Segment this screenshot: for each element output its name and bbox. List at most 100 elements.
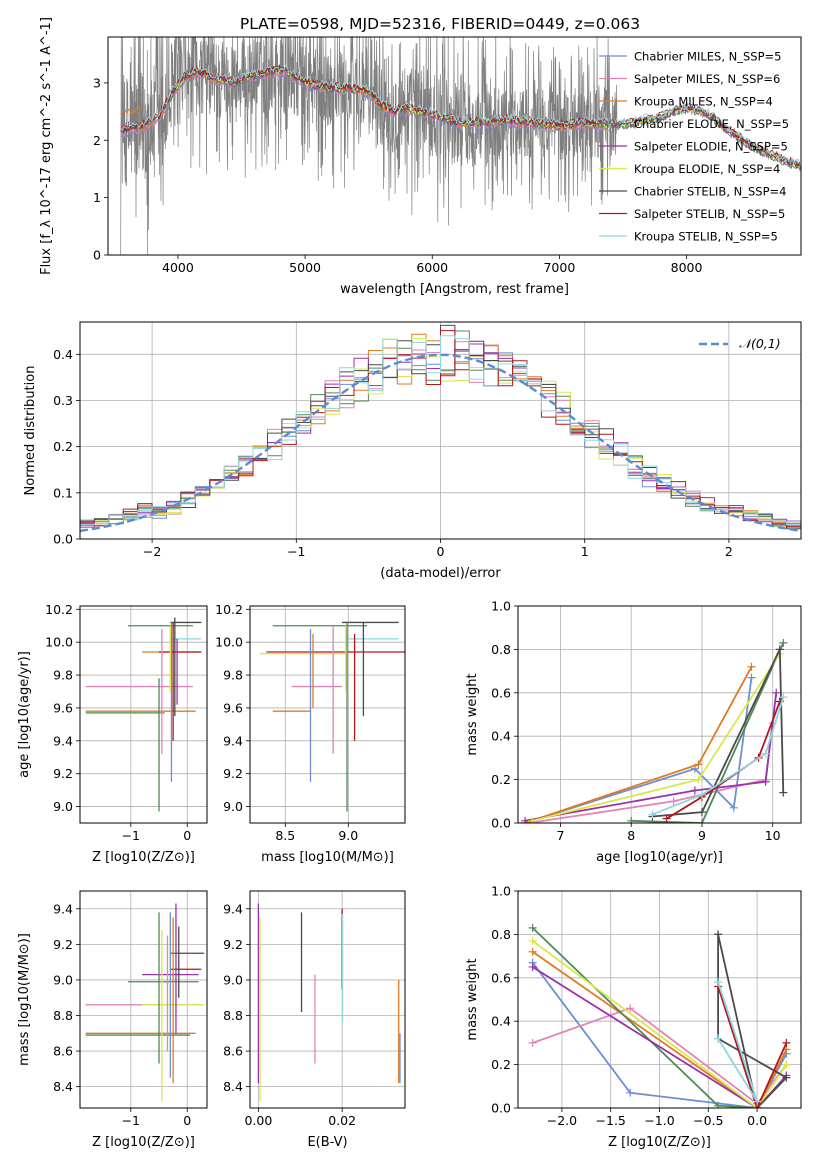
weight-point (697, 790, 706, 799)
y-tick-label: 2 (93, 133, 101, 148)
x-axis-label: Z [log10(Z/Z⊙)] (92, 850, 195, 865)
x-tick-label: 9 (698, 828, 706, 843)
legend-label: 𝒩(0,1) (739, 336, 781, 351)
x-tick-label: 8 (627, 828, 635, 843)
weight-line (532, 940, 788, 1108)
y-tick-label: 9.6 (53, 700, 73, 715)
histogram-kroupa-stelib (80, 335, 801, 526)
weight-point (714, 978, 723, 987)
y-tick-label: 0.4 (53, 347, 73, 362)
y-tick-label: 9.4 (223, 901, 243, 916)
y-tick-label: 10.0 (215, 635, 243, 650)
y-tick-label: 9.2 (223, 766, 243, 781)
x-tick-label: 5000 (289, 260, 321, 275)
x-axis-label: age [log10(age/yr)] (596, 850, 723, 865)
y-tick-label: 0.4 (491, 1014, 511, 1029)
weight-point (729, 803, 738, 812)
x-axis-label: E(B-V) (307, 1135, 347, 1150)
weight-point (714, 1101, 723, 1108)
y-axis-label: age [log10(age/yr)] (17, 651, 32, 778)
weight-point (761, 777, 770, 786)
panel-mass_vs_Z: −1 0 8.4 8.6 8.8 9.0 9.2 9.4 Z [log10(Z/Z⊙)] mass… (17, 890, 208, 1150)
legend-label: Chabrier STELIB, N_SSP=4 (634, 185, 786, 199)
weight-point (782, 1073, 791, 1082)
axes-frame (517, 890, 802, 1109)
weight-point (528, 936, 537, 945)
weight-point (779, 788, 788, 797)
observed-spectrum (120, 37, 801, 255)
weight-point (697, 808, 706, 817)
axes-frame (79, 321, 802, 540)
x-axis-label: Z [log10(Z/Z⊙)] (92, 1135, 195, 1150)
y-axis-label: Flux [f_λ 10^-17 erg cm^-2 s^-1 A^-1] (39, 17, 54, 275)
y-tick-label: 9.0 (223, 972, 243, 987)
weight-point (782, 1038, 791, 1047)
normal-curve (80, 353, 801, 533)
x-tick-label: −2 (143, 544, 161, 559)
y-tick-label: 8.6 (223, 1044, 243, 1059)
weight-point (772, 688, 781, 697)
axes-frame (79, 605, 208, 824)
y-tick-label: 8.4 (53, 1079, 73, 1094)
axes-frame (249, 890, 406, 1109)
weight-point (528, 1038, 537, 1047)
weight-point (690, 786, 699, 795)
y-tick-label: 9.0 (53, 972, 73, 987)
weight-point (714, 1034, 723, 1043)
legend-label: Salpeter MILES, N_SSP=6 (634, 72, 780, 86)
legend-label: Chabrier MILES, N_SSP=5 (634, 50, 781, 64)
x-tick-label: 4000 (162, 260, 194, 275)
plot-area-weight_vs_Z (528, 923, 791, 1108)
y-tick-label: 0.0 (491, 816, 511, 831)
model-chabrier-elodie (164, 68, 801, 171)
y-tick-label: 9.2 (53, 766, 73, 781)
weight-line (717, 986, 788, 1108)
weight-point (669, 797, 678, 806)
figure-title: PLATE=0598, MJD=52316, FIBERID=0449, z=0… (240, 15, 640, 33)
weight-point (528, 923, 537, 932)
x-tick-label: 10 (765, 828, 781, 843)
weight-point (626, 1004, 635, 1013)
x-tick-label: −2.0 (547, 1113, 577, 1128)
weight-point (648, 810, 657, 819)
y-tick-label: 9.4 (53, 901, 73, 916)
y-tick-label: 0.1 (53, 485, 73, 500)
x-tick-label: 0.02 (328, 1113, 356, 1128)
x-tick-label: −1 (122, 1113, 140, 1128)
x-tick-label: 8000 (671, 260, 703, 275)
y-tick-label: 3 (93, 75, 101, 90)
x-tick-label: −0.5 (693, 1113, 723, 1128)
weight-line (524, 692, 778, 822)
x-tick-label: 8.5 (275, 828, 295, 843)
x-tick-label: −1.0 (644, 1113, 674, 1128)
y-tick-label: 8.8 (223, 1008, 243, 1023)
y-tick-label: 9.2 (53, 937, 73, 952)
y-tick-label: 0.2 (491, 772, 511, 787)
x-tick-label: −1 (122, 828, 140, 843)
legend-label: Kroupa MILES, N_SSP=4 (634, 95, 773, 109)
weight-line (524, 666, 753, 823)
panel-weight_vs_Z: −2.0 −1.5 −1.0 −0.5 0.0 0.0 0.2 0.4 0.6 0.8 1.0 Z [… (465, 884, 802, 1150)
axes-frame (249, 605, 406, 824)
plot-area-weight_vs_age (521, 638, 788, 823)
legend-label: Chabrier ELODIE, N_SSP=5 (634, 117, 789, 131)
legend-label: Salpeter STELIB, N_SSP=5 (634, 207, 785, 221)
y-tick-label: 0.6 (491, 685, 511, 700)
weight-point (782, 1060, 791, 1069)
plot-area-age_vs_mass (260, 621, 405, 812)
plot-area-age_vs_Z (85, 617, 202, 812)
weight-point (747, 662, 756, 671)
weight-point (626, 1088, 635, 1097)
y-axis-label: mass [log10(M/M⊙)] (17, 933, 32, 1066)
x-tick-label: 7 (556, 828, 564, 843)
weight-point (775, 645, 784, 654)
weight-line (652, 649, 785, 818)
y-tick-label: 0.0 (491, 1101, 511, 1116)
weight-point (747, 673, 756, 682)
y-tick-label: 10.2 (45, 602, 73, 617)
weight-line (532, 951, 788, 1108)
weight-point (528, 816, 537, 823)
y-tick-label: 0.2 (53, 439, 73, 454)
y-tick-label: 9.8 (53, 668, 73, 683)
